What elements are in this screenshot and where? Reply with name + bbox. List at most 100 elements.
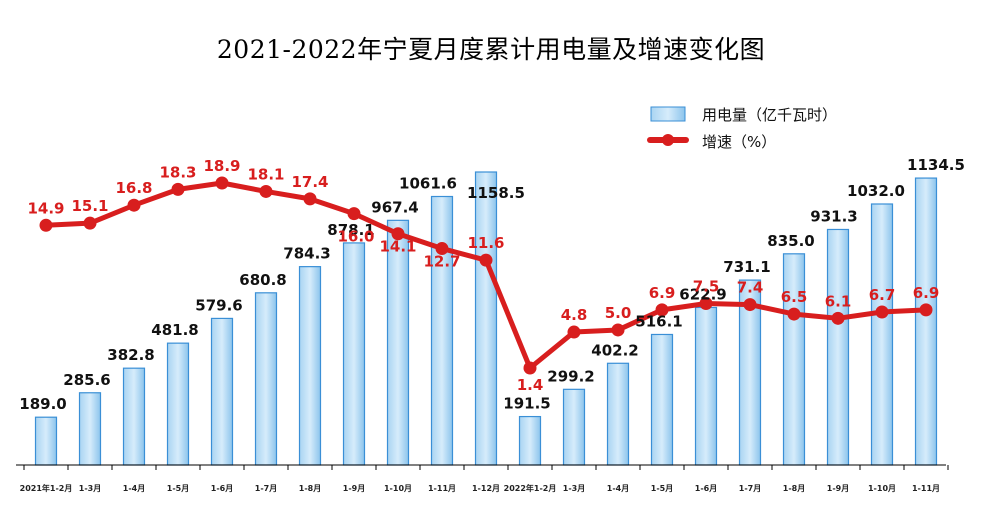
x-tick-label-14: 1-5月: [651, 484, 673, 493]
bar-11: [518, 415, 542, 466]
bar-value-label-10: 1158.5: [467, 184, 525, 202]
growth-value-label-12: 4.8: [561, 306, 588, 324]
bar-18: [826, 228, 850, 466]
x-tick-label-18: 1-9月: [827, 484, 849, 493]
growth-point-0: [39, 218, 53, 232]
growth-point-10: [479, 253, 493, 267]
bar-value-label-5: 680.8: [239, 271, 286, 289]
growth-value-label-15: 7.5: [693, 278, 720, 296]
x-tick-label-10: 1-12月: [472, 484, 500, 493]
bar-value-label-20: 1134.5: [907, 156, 965, 174]
bar-8: [386, 219, 410, 466]
x-tick-label-12: 1-3月: [563, 484, 585, 493]
x-tick-label-5: 1-7月: [255, 484, 277, 493]
x-tick-label-4: 1-6月: [211, 484, 233, 493]
growth-value-label-13: 5.0: [605, 304, 632, 322]
x-tick-label-20: 1-11月: [912, 484, 940, 493]
bar-12: [562, 388, 586, 466]
growth-point-16: [743, 298, 757, 312]
growth-value-label-14: 6.9: [649, 284, 676, 302]
chart-title: 2021-2022年宁夏月度累计用电量及增速变化图: [216, 35, 766, 64]
bar-value-label-14: 516.1: [635, 312, 682, 330]
growth-point-9: [435, 242, 449, 256]
bar-value-label-13: 402.2: [591, 341, 638, 359]
bar-value-label-11: 191.5: [503, 395, 550, 413]
legend: 用电量（亿千瓦时） 增速（%）: [647, 106, 837, 151]
growth-point-18: [831, 311, 845, 325]
growth-point-11: [523, 361, 537, 375]
growth-point-14: [655, 303, 669, 317]
bar-20: [914, 177, 938, 466]
bar-5: [254, 292, 278, 466]
legend-bar-label: 用电量（亿千瓦时）: [702, 106, 837, 124]
x-tick-label-17: 1-8月: [783, 484, 805, 493]
x-tick-label-9: 1-11月: [428, 484, 456, 493]
growth-point-17: [787, 307, 801, 321]
bar-value-label-3: 481.8: [151, 321, 198, 339]
x-tick-label-3: 1-5月: [167, 484, 189, 493]
x-tick-label-16: 1-7月: [739, 484, 761, 493]
x-tick-label-2: 1-4月: [123, 484, 145, 493]
bar-13: [606, 362, 630, 466]
bar-value-label-9: 1061.6: [399, 175, 457, 193]
growth-value-label-5: 18.1: [247, 165, 284, 183]
bar-17: [782, 253, 806, 466]
growth-point-2: [127, 198, 141, 212]
growth-point-15: [699, 297, 713, 311]
growth-value-label-17: 6.5: [781, 288, 808, 306]
x-tick-label-15: 1-6月: [695, 484, 717, 493]
growth-value-label-8: 14.1: [379, 238, 416, 256]
bar-4: [210, 317, 234, 466]
x-tick-label-0: 2021年1-2月: [20, 483, 73, 493]
growth-value-label-4: 18.9: [203, 157, 240, 175]
growth-line-layer: [39, 176, 933, 375]
labels-layer: 189.0 285.6 382.8 481.8 579.6 680.8 784.3 878.1…: [19, 156, 965, 413]
growth-value-label-6: 17.4: [291, 173, 328, 191]
growth-value-label-7: 16.0: [337, 228, 374, 246]
growth-point-13: [611, 323, 625, 337]
bar-value-label-6: 784.3: [283, 245, 330, 263]
x-tick-label-13: 1-4月: [607, 484, 629, 493]
bars-layer: [34, 171, 938, 466]
growth-value-label-10: 11.6: [467, 234, 504, 252]
growth-point-20: [919, 303, 933, 317]
bar-value-label-15: 622.9: [679, 285, 726, 303]
growth-point-7: [347, 207, 361, 221]
bar-value-label-1: 285.6: [63, 371, 110, 389]
x-tick-label-1: 1-3月: [79, 484, 101, 493]
x-axis: 2021年1-2月 1-3月 1-4月 1-5月 1-6月 1-7月 1-8月 1-9月 1-1…: [16, 464, 949, 493]
growth-value-label-11: 1.4: [517, 376, 544, 394]
bar-10: [474, 171, 498, 466]
bar-19: [870, 203, 894, 466]
bar-value-label-7: 878.1: [327, 221, 374, 239]
bar-6: [298, 266, 322, 466]
growth-value-label-19: 6.7: [869, 286, 896, 304]
bar-7: [342, 242, 366, 466]
bar-value-label-0: 189.0: [19, 395, 66, 413]
bar-14: [650, 333, 674, 466]
bar-3: [166, 342, 190, 466]
bar-1: [78, 392, 102, 466]
bar-value-label-12: 299.2: [547, 367, 594, 385]
growth-value-label-18: 6.1: [825, 292, 852, 310]
bar-value-label-8: 967.4: [371, 198, 418, 216]
growth-point-1: [83, 216, 97, 230]
bar-0: [34, 416, 58, 466]
x-tick-label-6: 1-8月: [299, 484, 321, 493]
bar-2: [122, 367, 146, 466]
bar-value-label-19: 1032.0: [847, 182, 905, 200]
growth-point-3: [171, 182, 185, 196]
x-tick-label-19: 1-10月: [868, 484, 896, 493]
growth-point-8: [391, 227, 405, 241]
growth-point-5: [259, 184, 273, 198]
x-tick-label-11: 2022年1-2月: [504, 483, 557, 493]
bar-15: [694, 306, 718, 466]
bar-9: [430, 195, 454, 466]
growth-value-label-9: 12.7: [423, 253, 460, 271]
legend-line-marker: [662, 134, 674, 146]
bar-value-label-17: 835.0: [767, 232, 814, 250]
growth-value-label-1: 15.1: [71, 197, 108, 215]
bar-value-label-2: 382.8: [107, 346, 154, 364]
growth-value-label-0: 14.9: [27, 199, 64, 217]
